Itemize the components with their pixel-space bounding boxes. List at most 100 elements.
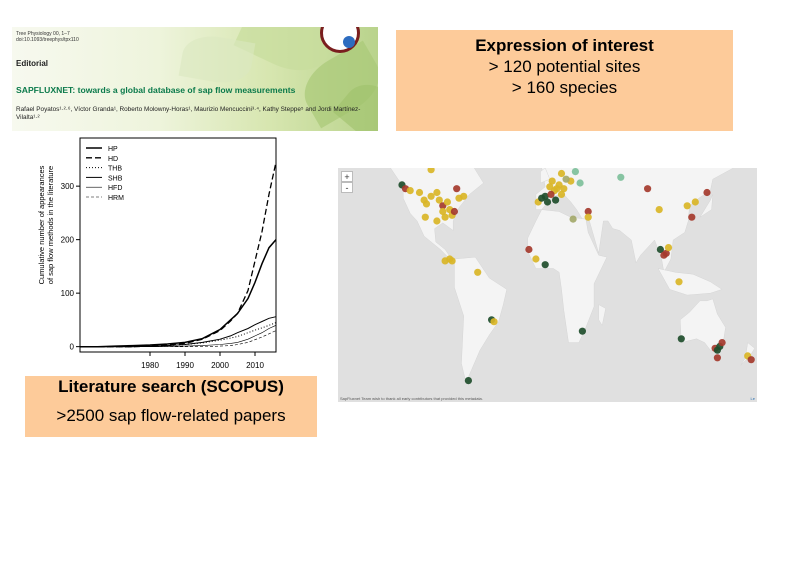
legend-label-hd: HD [108, 156, 118, 163]
zoom-out-button[interactable]: - [341, 182, 353, 193]
expression-sites: > 120 potential sites [488, 57, 641, 76]
series-line-hp [80, 239, 277, 348]
series-line-hd [80, 161, 277, 348]
literature-papers: >2500 sap flow-related papers [56, 406, 286, 425]
site-marker [433, 188, 441, 197]
site-marker [421, 213, 429, 221]
leaflet-attribution-link[interactable]: Le [750, 396, 755, 401]
site-marker [448, 257, 456, 265]
site-marker [576, 179, 584, 187]
site-marker [560, 185, 568, 193]
site-marker [460, 192, 468, 200]
site-marker [439, 207, 447, 216]
site-marker [691, 198, 699, 206]
site-marker [406, 187, 414, 195]
site-marker [541, 261, 549, 269]
site-marker [644, 185, 652, 193]
site-marker [525, 245, 533, 254]
site-marker [713, 354, 721, 362]
land-mass [679, 298, 726, 351]
site-marker [571, 168, 579, 176]
site-marker [552, 196, 560, 204]
plot-frame [79, 137, 277, 353]
world-map[interactable] [338, 168, 757, 402]
series-line-hrm [80, 330, 277, 347]
land-mass [540, 168, 551, 184]
site-marker [688, 213, 696, 221]
series-line-thb [80, 322, 277, 348]
literature-search-box: Literature search (SCOPUS) >2500 sap flo… [25, 376, 317, 437]
legend-label-hp: HP [108, 146, 118, 153]
land-mass [527, 209, 608, 343]
article-title: SAPFLUXNET: towards a global database of… [16, 85, 296, 95]
site-marker [548, 177, 556, 185]
site-marker [443, 198, 451, 206]
land-mass [657, 268, 723, 296]
site-marker [474, 268, 482, 276]
y-tick-label: 300 [61, 182, 75, 191]
legend-label-hfd: HFD [108, 185, 122, 192]
land-mass [598, 304, 606, 327]
series-line-shb [80, 316, 277, 348]
map-credit: SapFluxnet Team wish to thank all early … [340, 396, 483, 401]
site-marker [584, 207, 592, 216]
site-marker [683, 202, 691, 210]
site-marker [578, 327, 586, 335]
site-marker [422, 200, 431, 208]
site-marker [718, 339, 726, 347]
methods-chart: 0 100 200 300 1980 1990 2000 2010 Cumulative num… [37, 137, 277, 370]
site-marker [677, 335, 685, 343]
land-mass [454, 256, 508, 384]
site-marker [655, 206, 663, 214]
site-marker [453, 185, 461, 193]
site-marker [541, 192, 549, 200]
site-marker [547, 190, 555, 198]
series-line-hfd [80, 325, 277, 347]
site-marker [427, 168, 435, 174]
site-marker [557, 169, 566, 178]
x-tick-label: 2000 [211, 361, 229, 370]
expression-heading: Expression of interest [475, 36, 654, 55]
site-marker [664, 244, 673, 252]
site-marker [747, 356, 755, 364]
expression-species: > 160 species [511, 78, 618, 97]
y-tick-label: 100 [61, 289, 75, 298]
site-marker [441, 213, 449, 221]
journal-meta-line2: doi:10.1093/treephys/tpx110 [16, 37, 79, 43]
x-tick-label: 1990 [176, 361, 194, 370]
site-marker [675, 278, 683, 286]
x-tick-label: 1980 [141, 361, 159, 370]
legend-label-thb: THB [108, 166, 122, 173]
site-marker [490, 318, 498, 326]
zoom-in-button[interactable]: + [341, 171, 353, 182]
legend-label-hrm: HRM [108, 195, 124, 202]
site-marker [656, 245, 664, 254]
legend-label-shb: SHB [108, 175, 123, 182]
land-mass [699, 194, 714, 218]
expression-of-interest-box: Expression of interest > 120 potential s… [396, 30, 733, 131]
y-tick-label: 0 [70, 343, 75, 352]
y-axis-label: Cumulative number of appearancesof sap f… [37, 165, 55, 284]
article-authors: Rafael Poyatos¹·²·⁶, Víctor Granda¹, Rob… [16, 106, 361, 121]
site-marker [532, 255, 540, 263]
site-marker [662, 249, 670, 257]
sites-map[interactable]: + - SapFluxnet Team wish to thank all ea… [338, 168, 757, 402]
site-marker [584, 213, 592, 221]
site-marker [435, 196, 443, 204]
journal-meta: Tree Physiology 00, 1–7 doi:10.1093/tree… [16, 31, 79, 43]
site-marker [617, 173, 625, 181]
y-tick-label: 200 [61, 236, 75, 245]
x-tick-label: 2010 [246, 361, 264, 370]
site-marker [464, 377, 472, 385]
article-kind: Editorial [16, 59, 49, 68]
site-marker [415, 188, 424, 197]
site-marker [427, 192, 435, 200]
site-marker [703, 188, 711, 197]
journal-header-image: Tree Physiology 00, 1–7 doi:10.1093/tree… [12, 27, 378, 131]
site-marker [433, 217, 441, 225]
site-marker [543, 198, 552, 206]
site-marker [557, 190, 566, 198]
site-marker [562, 175, 570, 183]
site-marker [450, 207, 458, 216]
literature-heading: Literature search (SCOPUS) [58, 377, 284, 396]
